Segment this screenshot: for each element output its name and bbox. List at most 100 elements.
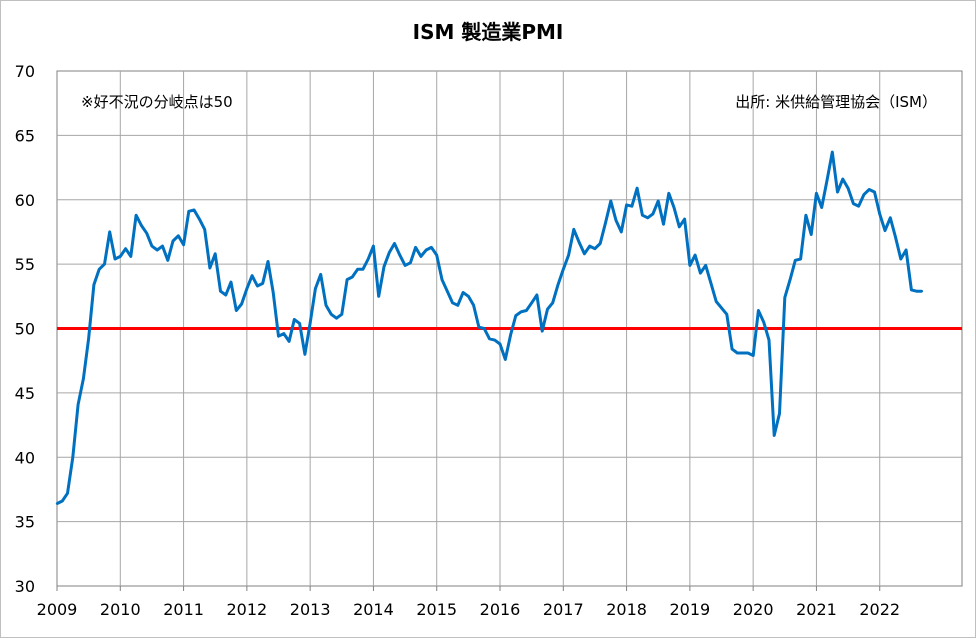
data-point: [103, 262, 106, 266]
data-point: [361, 268, 365, 271]
data-point: [308, 322, 312, 325]
data-point: [820, 206, 823, 209]
data-point: [277, 335, 280, 338]
data-point: [530, 301, 533, 304]
data-point: [736, 351, 739, 355]
data-point: [910, 288, 913, 292]
y-tick-label-55: 55: [15, 255, 35, 274]
data-point: [192, 208, 196, 212]
data-point: [446, 290, 449, 293]
x-tick-label-2016: 2016: [480, 600, 521, 619]
x-tick-label-2021: 2021: [796, 600, 837, 619]
data-point: [620, 230, 623, 234]
data-point: [741, 351, 744, 355]
data-point: [129, 255, 132, 258]
data-point: [535, 293, 539, 297]
data-point: [177, 234, 180, 237]
data-point: [825, 179, 829, 182]
x-tick-label-2011: 2011: [163, 600, 204, 619]
data-point: [857, 205, 860, 208]
data-point: [614, 219, 618, 222]
data-point: [335, 317, 338, 320]
data-point: [314, 287, 317, 290]
data-point: [815, 192, 818, 195]
data-point: [324, 304, 328, 307]
data-point: [519, 310, 523, 313]
data-point: [699, 271, 702, 275]
y-tick-label-50: 50: [15, 320, 35, 339]
data-point: [256, 284, 259, 288]
x-tick-label-2015: 2015: [416, 600, 457, 619]
data-point: [773, 434, 776, 437]
data-point: [356, 268, 359, 271]
y-tick-label-70: 70: [15, 62, 35, 81]
data-point: [150, 244, 154, 248]
data-point: [61, 499, 64, 503]
source-note: 出所: 米供給管理協会（ISM）: [735, 93, 937, 111]
data-point: [672, 206, 676, 209]
data-point: [224, 293, 227, 297]
data-point: [156, 248, 159, 252]
data-point: [330, 313, 333, 316]
data-point: [303, 353, 307, 356]
data-point: [319, 273, 322, 276]
x-tick-label-2014: 2014: [353, 600, 394, 619]
data-point: [778, 412, 781, 415]
data-point: [799, 257, 802, 261]
data-point: [567, 253, 570, 257]
data-point: [899, 257, 902, 261]
data-point: [583, 252, 586, 255]
data-point: [904, 248, 908, 252]
data-point: [641, 214, 644, 217]
data-point: [219, 290, 222, 293]
data-point: [403, 264, 407, 267]
data-point: [282, 332, 285, 335]
data-point: [794, 259, 797, 262]
x-tick-label-2017: 2017: [543, 600, 584, 619]
y-axis-ticks: 30 35 40 45 50 55 60 65 70: [15, 62, 35, 596]
data-point: [572, 228, 575, 231]
data-point: [688, 264, 692, 267]
data-point: [203, 228, 206, 231]
data-point: [762, 320, 765, 324]
data-point: [467, 295, 470, 298]
threshold-note: ※好不況の分岐点は50: [81, 93, 233, 111]
data-point: [651, 212, 655, 216]
data-point: [430, 246, 433, 249]
data-point: [599, 242, 602, 245]
data-point: [382, 265, 386, 268]
data-point: [831, 150, 834, 154]
data-point: [477, 326, 481, 329]
data-point: [915, 290, 918, 293]
data-point: [525, 309, 528, 312]
data-point: [377, 295, 380, 298]
x-tick-label-2010: 2010: [100, 600, 141, 619]
x-tick-label-2013: 2013: [290, 600, 331, 619]
data-point: [588, 244, 591, 248]
data-point: [920, 290, 924, 293]
data-point: [894, 235, 897, 239]
data-point: [340, 313, 343, 316]
data-point: [166, 259, 169, 262]
data-point: [82, 377, 85, 380]
data-point: [113, 257, 117, 261]
data-point: [55, 502, 59, 505]
data-point: [483, 327, 486, 330]
data-point: [577, 241, 581, 244]
data-point: [345, 278, 349, 281]
chart-title: ISM 製造業PMI: [413, 20, 564, 44]
data-point: [883, 229, 887, 232]
data-point: [298, 322, 301, 325]
data-point: [788, 278, 792, 281]
data-point: [873, 190, 876, 194]
data-point: [852, 202, 855, 205]
data-point: [71, 456, 75, 459]
data-point: [182, 243, 185, 246]
data-point: [715, 300, 718, 303]
data-point: [625, 203, 628, 207]
data-point: [730, 347, 734, 351]
data-point: [862, 193, 866, 196]
data-point: [461, 291, 465, 294]
data-point: [804, 214, 808, 217]
data-point: [683, 217, 686, 221]
